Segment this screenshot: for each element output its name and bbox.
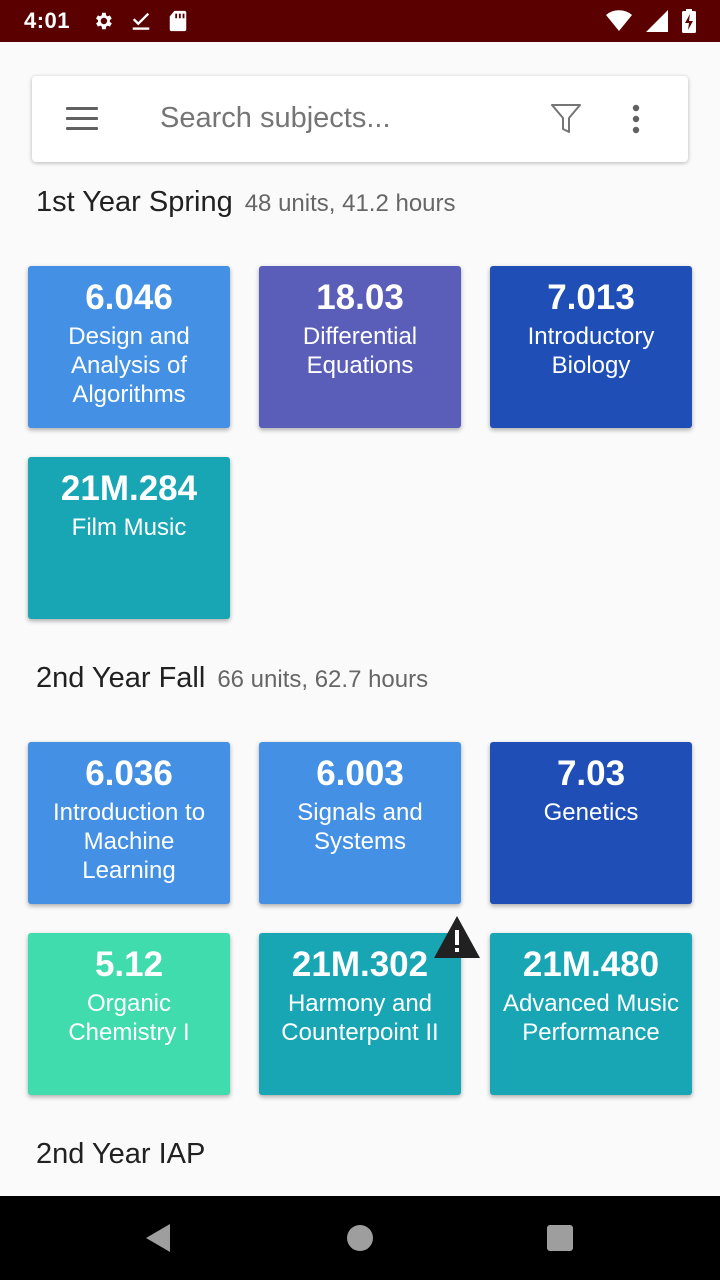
subject-title: Signals and Systems — [297, 799, 423, 855]
subject-title: Introductory Biology — [527, 323, 655, 379]
subject-tile[interactable]: 21M.284 Film Music — [28, 457, 230, 619]
subject-title: Harmony and Counterpoint II — [281, 990, 439, 1046]
subject-code: 7.013 — [547, 278, 635, 317]
subject-code: 6.003 — [316, 754, 404, 793]
subject-tile[interactable]: 21M.302 Harmony and Counterpoint II — [259, 933, 461, 1095]
recents-icon[interactable] — [540, 1218, 580, 1258]
subject-tile[interactable]: 6.036 Introduction to Machine Learning — [28, 742, 230, 904]
subject-code: 18.03 — [316, 278, 404, 317]
subject-title: Introduction to Machine Learning — [52, 799, 206, 884]
battery-charging-icon — [682, 9, 696, 33]
subject-tile[interactable]: 6.003 Signals and Systems — [259, 742, 461, 904]
sd-card-icon — [168, 10, 188, 32]
subject-code: 21M.284 — [60, 469, 198, 508]
subject-code: 7.03 — [556, 754, 626, 793]
subject-title: Design and Analysis of Algorithms — [68, 323, 190, 408]
search-input[interactable]: Search subjects... — [160, 102, 391, 134]
section-title: 2nd Year IAP — [36, 1138, 206, 1170]
section-meta: 66 units, 62.7 hours — [217, 666, 429, 693]
more-vert-icon[interactable] — [630, 102, 642, 141]
subject-title: Genetics — [543, 799, 639, 826]
wifi-icon — [606, 10, 632, 32]
status-time: 4:01 — [24, 8, 71, 33]
subject-tile[interactable]: 21M.480 Advanced Music Performance — [490, 933, 692, 1095]
home-icon[interactable] — [340, 1218, 380, 1258]
subject-code: 21M.480 — [522, 945, 660, 984]
filter-icon[interactable] — [550, 102, 582, 141]
section-title: 1st Year Spring — [36, 186, 233, 218]
subject-code: 6.046 — [85, 278, 173, 317]
section-header-1st-year-spring: 1st Year Spring 48 units, 41.2 hours — [36, 186, 456, 219]
navigation-bar — [0, 1196, 720, 1280]
subject-tile[interactable]: 6.046 Design and Analysis of Algorithms — [28, 266, 230, 428]
subject-title: Advanced Music Performance — [502, 990, 680, 1046]
hamburger-menu-icon[interactable] — [66, 107, 98, 131]
subject-title: Organic Chemistry I — [68, 990, 190, 1046]
warning-icon[interactable] — [432, 914, 482, 960]
subject-code: 5.12 — [94, 945, 164, 984]
subject-tile[interactable]: 7.013 Introductory Biology — [490, 266, 692, 428]
subject-title: Film Music — [71, 514, 187, 541]
settings-icon — [92, 10, 114, 32]
back-icon[interactable] — [138, 1218, 178, 1258]
subject-title: Differential Equations — [302, 323, 418, 379]
subject-code: 21M.302 — [291, 945, 429, 984]
status-bar: 4:01 — [0, 0, 720, 42]
subject-code: 6.036 — [85, 754, 173, 793]
signal-icon — [646, 10, 668, 32]
section-meta: 48 units, 41.2 hours — [244, 190, 456, 217]
subject-tile[interactable]: 5.12 Organic Chemistry I — [28, 933, 230, 1095]
section-header-2nd-year-iap: 2nd Year IAP — [36, 1138, 205, 1171]
subject-tile[interactable]: 18.03 Differential Equations — [259, 266, 461, 428]
download-done-icon — [130, 10, 152, 32]
subject-tile[interactable]: 7.03 Genetics — [490, 742, 692, 904]
search-bar: Search subjects... — [32, 76, 688, 162]
section-title: 2nd Year Fall — [36, 662, 206, 694]
section-header-2nd-year-fall: 2nd Year Fall 66 units, 62.7 hours — [36, 662, 428, 695]
